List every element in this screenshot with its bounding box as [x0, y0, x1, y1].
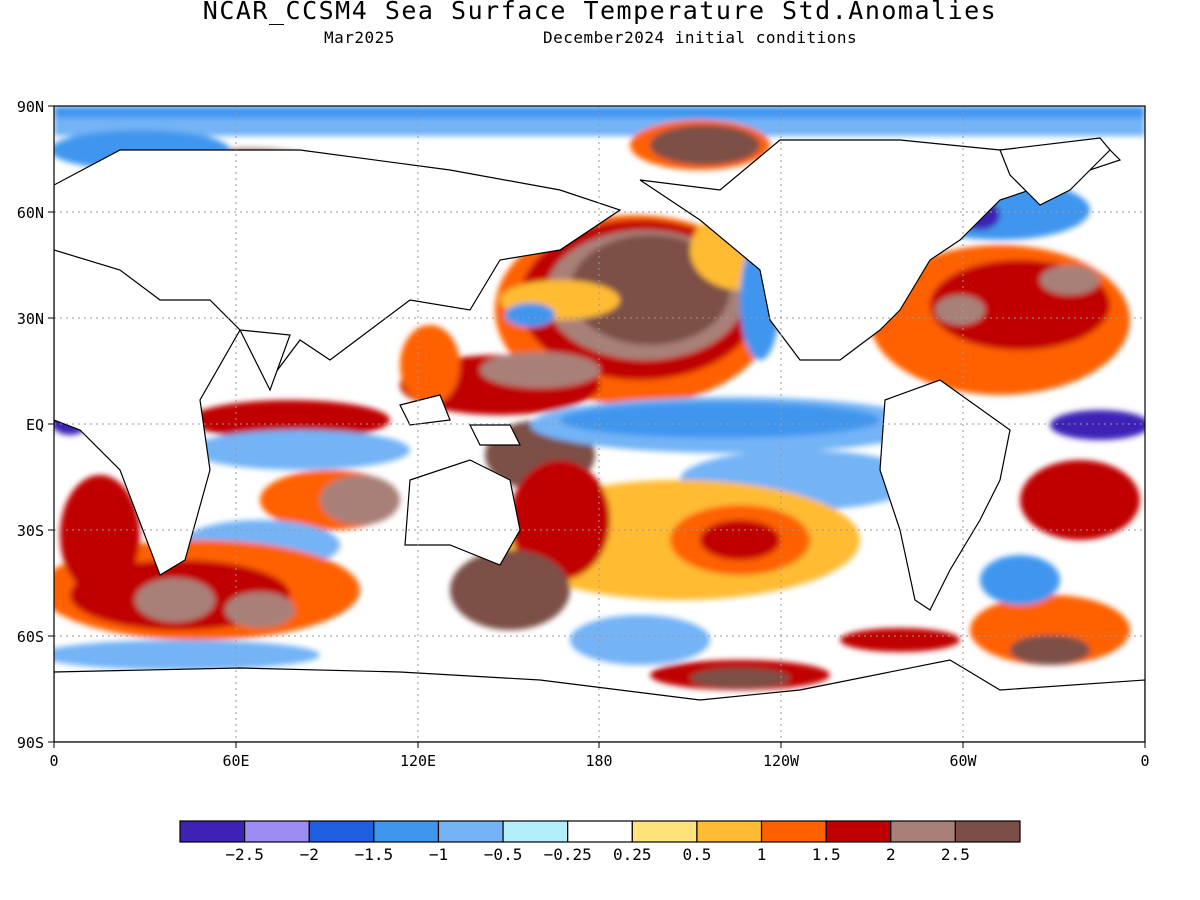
lat-labels: 90N 60N 30N EQ 30S 60S 90S [17, 98, 44, 752]
colorbar-swatch [825, 820, 892, 843]
colorbar-swatch [696, 820, 763, 843]
lat-label-30s: 30S [17, 522, 44, 540]
colorbar-swatch [502, 820, 569, 843]
lon-label-120w: 120W [763, 752, 800, 770]
lon-labels: 0 60E 120E 180 120W 60W 0 [49, 752, 1149, 770]
lon-label-60w: 60W [949, 752, 977, 770]
lon-label-120e: 120E [400, 752, 436, 770]
gridlines [54, 106, 1145, 742]
colorbar-label: 1.5 [812, 845, 841, 864]
lon-label-180: 180 [585, 752, 612, 770]
colorbar-label: −2 [300, 845, 319, 864]
colorbar-label: −0.5 [484, 845, 523, 864]
lon-label-0-east: 0 [1140, 752, 1149, 770]
colorbar-label: 0.25 [613, 845, 652, 864]
colorbar-swatch [954, 820, 1021, 843]
colorbar-label: 2 [886, 845, 896, 864]
sst-anomaly-field [54, 106, 1145, 742]
lat-label-60s: 60S [17, 628, 44, 646]
colorbar-swatch [244, 820, 310, 843]
colorbar-swatch [179, 820, 246, 843]
initial-conditions: December2024 initial conditions [543, 28, 858, 47]
colorbar: −2.5 −2 −1.5 −1 −0.5 −0.25 0.25 0.5 1 1.5 2 2.5 [179, 820, 1021, 864]
lat-label-30n: 30N [17, 310, 44, 328]
colorbar-label: 0.5 [682, 845, 711, 864]
lat-label-90n: 90N [17, 98, 44, 116]
lon-label-0: 0 [49, 752, 58, 770]
forecast-month: Mar2025 [324, 28, 395, 47]
colorbar-label: −1.5 [355, 845, 394, 864]
colorbar-label: 1 [757, 845, 767, 864]
colorbar-label: −2.5 [225, 845, 264, 864]
colorbar-swatch [308, 820, 375, 843]
colorbar-swatch [373, 820, 440, 843]
colorbar-swatch [631, 820, 698, 843]
colorbar-swatch [437, 820, 504, 843]
lat-label-90s: 90S [17, 734, 44, 752]
map-title: NCAR_CCSM4 Sea Surface Temperature Std.A… [202, 0, 998, 25]
lat-label-60n: 60N [17, 204, 44, 222]
colorbar-swatch [890, 820, 956, 843]
lon-label-60e: 60E [222, 752, 249, 770]
colorbar-label: −1 [429, 845, 448, 864]
colorbar-label: −0.25 [544, 845, 592, 864]
colorbar-label: 2.5 [941, 845, 970, 864]
colorbar-swatch [760, 820, 827, 843]
lat-label-eq: EQ [26, 416, 44, 434]
colorbar-swatch [567, 820, 633, 843]
axis-ticks [48, 105, 1146, 748]
